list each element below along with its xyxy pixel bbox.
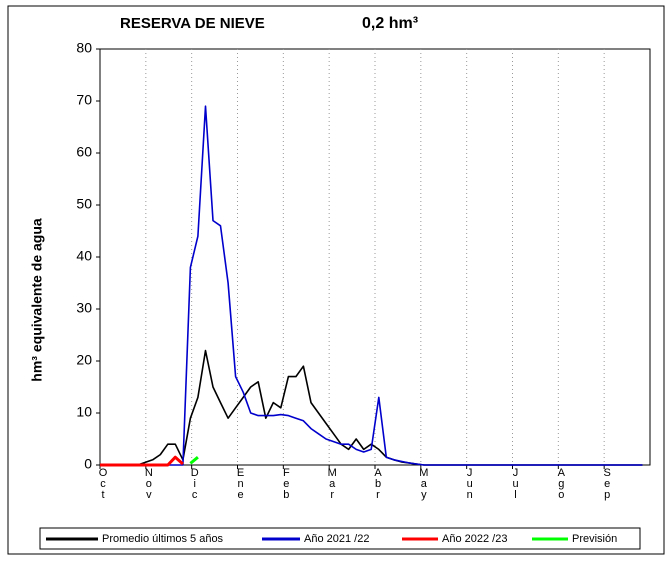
series-line xyxy=(100,105,643,466)
chart-title: RESERVA DE NIEVE xyxy=(120,15,265,32)
y-axis-label: hm³ equivalente de agua xyxy=(29,218,45,382)
y-tick-label: 80 xyxy=(76,40,92,56)
legend-label: Año 2022 /23 xyxy=(442,533,507,545)
series-line xyxy=(189,456,199,465)
chart-subtitle: 0,2 hm³ xyxy=(362,15,418,32)
y-tick-label: 20 xyxy=(76,352,92,368)
y-tick-label: 40 xyxy=(76,248,92,264)
legend-label: Promedio últimos 5 años xyxy=(102,533,224,545)
legend xyxy=(39,527,641,550)
y-tick-label: 10 xyxy=(76,404,92,420)
chart-frame xyxy=(7,5,665,555)
series-line xyxy=(100,455,184,467)
y-tick-label: 30 xyxy=(76,300,92,316)
legend-label: Previsión xyxy=(572,533,617,545)
y-tick-label: 0 xyxy=(84,456,92,472)
y-tick-label: 60 xyxy=(76,144,92,160)
y-tick-label: 70 xyxy=(76,92,92,108)
legend-label: Año 2021 /22 xyxy=(304,533,369,545)
y-tick-label: 50 xyxy=(76,196,92,212)
